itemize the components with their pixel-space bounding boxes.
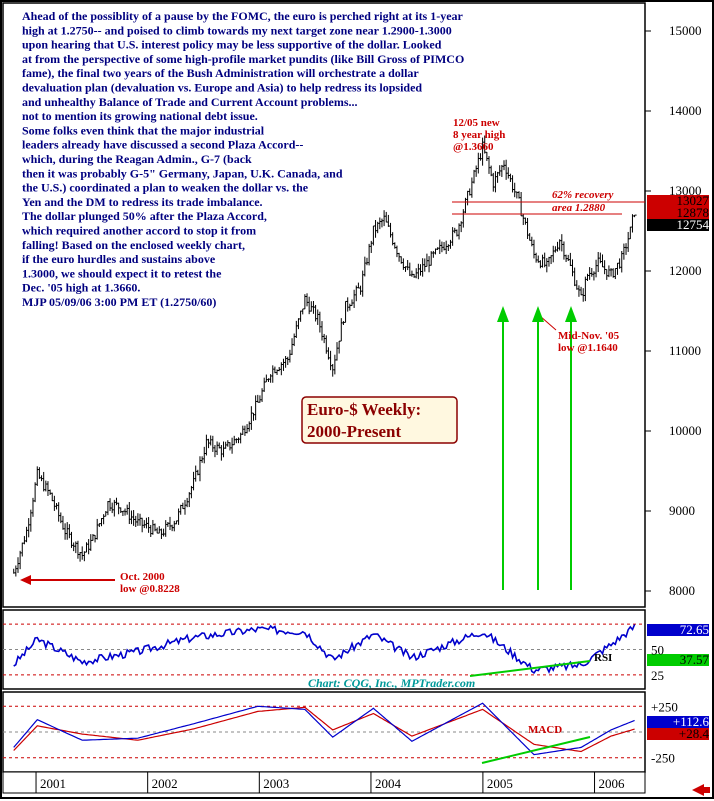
chart-title: Euro-$ Weekly:: [307, 400, 421, 419]
y-tick-label: 11000: [669, 343, 701, 358]
dec05-note-line-3: @1.3660: [453, 141, 494, 153]
commentary-line: Some folks even think that the major ind…: [22, 123, 265, 137]
chart-credit: Chart: CQG, Inc., MPTrader.com: [308, 676, 475, 690]
macd-value-box: +112.6: [673, 714, 710, 729]
commentary-line: which required another accord to stop it…: [22, 224, 256, 238]
oct2000-note-line-2: low @0.8228: [120, 583, 180, 595]
price-box-last-bg: [647, 219, 709, 231]
back-arrow-icon: [692, 784, 710, 796]
oct2000-note-line-1: Oct. 2000: [120, 571, 165, 583]
commentary-line: fame), the final two years of the Bush A…: [22, 66, 419, 80]
commentary-line: upon hearing that U.S. interest policy m…: [22, 38, 442, 52]
commentary-line: devaluation plan (devaluation vs. Europe…: [22, 81, 422, 95]
green-arrowhead: [532, 306, 544, 322]
commentary-line: and unhealthy Balance of Trade and Curre…: [22, 95, 357, 109]
recovery-note-line-2: area 1.2880: [552, 202, 606, 214]
dec05-note-line-1: 12/05 new: [453, 117, 500, 129]
x-tick-label: 2006: [599, 776, 626, 791]
rsi-value-box: 72.65: [680, 622, 709, 637]
price-box-last: 12754: [677, 217, 710, 232]
y-tick-label: 12000: [669, 263, 702, 278]
x-tick-label: 2003: [263, 776, 289, 791]
y-tick-label: 10000: [669, 423, 702, 438]
rsi-divergence-line: [469, 660, 591, 677]
y-tick-label: 14000: [669, 103, 702, 118]
commentary-line: not to mention its growing national debt…: [22, 109, 258, 123]
x-tick-label: 2002: [152, 776, 178, 791]
green-arrowhead: [565, 306, 577, 322]
nov05-pointer: [539, 315, 557, 331]
rsi-value-box-bg: [647, 624, 709, 636]
y-tick-label: 15000: [669, 23, 702, 38]
dec05-note-line-2: 8 year high: [453, 129, 505, 141]
price-box-recovery: 13027: [677, 193, 710, 208]
rsi-value-box-2: 37.57: [680, 652, 710, 667]
macd-value-box-2: +28.4: [679, 726, 710, 741]
rsi-value-box-2-bg: [647, 654, 709, 666]
x-tick-label: 2005: [487, 776, 513, 791]
macd-label: MACD: [528, 724, 562, 736]
rsi-tick-label: 50: [651, 643, 664, 658]
commentary-line: falling! Based on the enclosed weekly ch…: [22, 238, 245, 252]
macd-tick-label: +250: [651, 699, 678, 714]
commentary-line: Yen and the DM to redress its trade imba…: [22, 195, 263, 209]
macd-value-box-2-bg: [647, 728, 709, 740]
x-tick-label: 2001: [40, 776, 66, 791]
commentary-line: if the euro hurdles and sustains above: [22, 252, 216, 266]
macd-tick-label: -250: [651, 751, 675, 766]
recovery-note-line-1: 62% recovery: [552, 189, 614, 201]
oct2000-arrowhead: [20, 575, 31, 585]
price-box-target-bg: [647, 207, 709, 219]
commentary-line: Ahead of the possiblity of a pause by th…: [22, 9, 464, 23]
y-tick-label: 9000: [669, 503, 695, 518]
commentary-line: which, during the Reagan Admin., G-7 (ba…: [22, 152, 252, 166]
chart-subtitle: 2000-Present: [307, 422, 401, 441]
y-tick-label: 8000: [669, 583, 695, 598]
macd-value-box-bg: [647, 716, 709, 728]
y-tick-label: 13000: [669, 183, 702, 198]
commentary-line: the U.S.) coordinated a plan to weaken t…: [22, 181, 309, 195]
rsi-label: RSI: [594, 652, 612, 664]
price-box-target: 12878: [677, 205, 710, 220]
nov05-note-line-2: low @1.1640: [558, 342, 618, 354]
commentary-line: Dec. '05 high at 1.3660.: [22, 281, 140, 295]
commentary-line: at from the perspective of some high-pro…: [22, 52, 464, 66]
rsi-tick-label: 25: [651, 668, 664, 683]
x-tick-label: 2004: [375, 776, 402, 791]
nov05-note-line-1: Mid-Nov. '05: [558, 330, 620, 342]
commentary-line: then it was probably G-5" Germany, Japan…: [22, 166, 343, 180]
commentary-line: leaders already have discussed a second …: [22, 138, 303, 152]
macd-signal-line: [13, 706, 635, 753]
green-arrowhead: [497, 306, 509, 322]
commentary-line: high at 1.2750-- and poised to climb tow…: [22, 23, 452, 37]
time-axis-panel: [2, 771, 646, 794]
price-box-recovery-bg: [647, 195, 709, 207]
macd-divergence-line: [481, 736, 591, 764]
commentary-line: MJP 05/09/06 3:00 PM ET (1.2750/60): [22, 295, 216, 309]
title-box: [301, 396, 458, 444]
commentary-line: 1.3000, we should expect it to retest th…: [22, 266, 222, 280]
commentary-line: The dollar plunged 50% after the Plaza A…: [22, 209, 267, 223]
